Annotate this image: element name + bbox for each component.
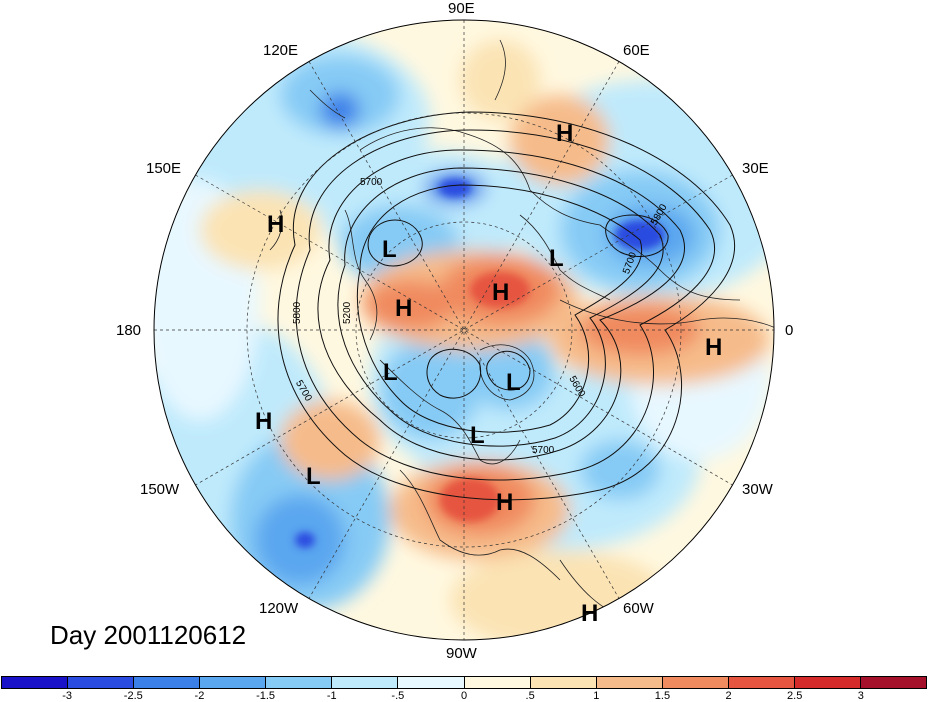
longitude-label-30e: 30E <box>742 160 769 177</box>
colorbar-tick-label: 2.5 <box>787 690 803 702</box>
pressure-centers: H H L L H H H L L H L L H H <box>255 120 722 627</box>
pressure-center-label: L <box>506 369 521 396</box>
longitude-label-150e: 150E <box>146 160 181 177</box>
longitude-label-90w: 90W <box>446 645 478 662</box>
map-boundary <box>153 19 775 641</box>
colorbar-segment <box>861 677 927 688</box>
colorbar <box>1 676 927 689</box>
colorbar-segment <box>662 677 729 688</box>
pressure-center-label: L <box>382 236 397 263</box>
longitude-label-60w: 60W <box>623 600 655 617</box>
longitude-label-60e: 60E <box>623 42 650 59</box>
colorbar-tick-label: -1.5 <box>256 690 276 702</box>
colorbar-segment <box>398 677 465 688</box>
contour-label: 5700 <box>360 177 383 188</box>
colorbar-segment <box>266 677 333 688</box>
colorbar-segment <box>332 677 399 688</box>
colorbar-segment <box>2 677 69 688</box>
colorbar-tick-label: 1 <box>593 690 600 702</box>
pressure-center-label: H <box>705 334 722 361</box>
anomaly-field <box>154 20 774 640</box>
date-title: Day 2001120612 <box>50 620 247 650</box>
longitude-label-120w: 120W <box>259 600 299 617</box>
pressure-center-label: L <box>470 422 485 449</box>
pressure-center-label: H <box>492 279 509 306</box>
contour-label: 5700 <box>532 445 555 456</box>
longitude-label-150w: 150W <box>140 481 180 498</box>
pressure-center-label: H <box>255 408 272 435</box>
colorbar-tick-label: -.5 <box>391 690 405 702</box>
pressure-center-label: L <box>549 245 564 272</box>
colorbar-segment <box>794 677 862 688</box>
colorbar-tick-label: -2 <box>194 690 205 702</box>
pressure-center-label: L <box>383 359 398 386</box>
longitude-labels: 90E 60E 30E 0 30W 60W 90W 120W 150W 180 … <box>116 0 793 662</box>
colorbar-segment <box>530 677 597 688</box>
pressure-center-label: H <box>267 211 284 238</box>
colorbar-tick-label: -2.5 <box>123 690 143 702</box>
contour-label: 5800 <box>292 301 303 324</box>
colorbar-tick-label: 0 <box>460 690 468 702</box>
colorbar-segment <box>728 677 795 688</box>
pressure-center-label: H <box>395 295 412 322</box>
colorbar-tick-label: .5 <box>525 690 535 702</box>
colorbar-segment <box>68 677 135 688</box>
longitude-label-120e: 120E <box>263 42 298 59</box>
colorbar-tick-label: -3 <box>62 690 73 702</box>
pressure-center-label: H <box>556 120 573 147</box>
pressure-center-label: H <box>581 600 598 627</box>
longitude-label-30w: 30W <box>742 481 774 498</box>
colorbar-segment <box>134 677 201 688</box>
colorbar-tick-label: 1.5 <box>654 690 671 702</box>
colorbar-tick-label: -1 <box>326 690 337 702</box>
colorbar-tick-label: 3 <box>857 690 864 702</box>
colorbar-segment <box>596 677 663 688</box>
colorbar-tick-label: 2 <box>725 690 732 702</box>
pressure-center-label: L <box>306 463 321 490</box>
contour-label: 5200 <box>342 301 353 324</box>
longitude-label-180: 180 <box>116 322 141 339</box>
colorbar-segment <box>200 677 267 688</box>
longitude-label-90e: 90E <box>448 0 475 17</box>
longitude-label-0: 0 <box>785 322 793 339</box>
colorbar-segment <box>464 677 531 688</box>
pressure-center-label: H <box>496 489 513 516</box>
graticule <box>154 20 774 640</box>
